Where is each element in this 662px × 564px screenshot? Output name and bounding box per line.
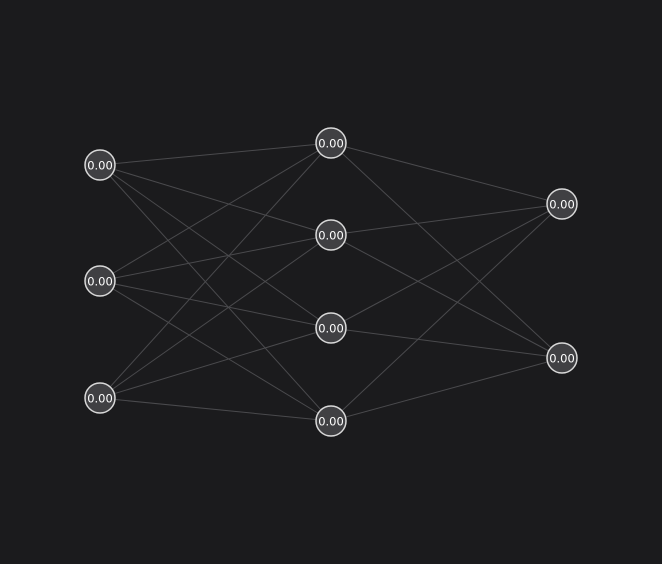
neuron-node[interactable]: 0.00 bbox=[315, 127, 347, 159]
connection-edge bbox=[330, 357, 563, 422]
neuron-value-label: 0.00 bbox=[318, 137, 344, 151]
neuron-node[interactable]: 0.00 bbox=[546, 188, 578, 220]
connection-edge bbox=[99, 164, 332, 422]
connection-edge bbox=[99, 142, 332, 399]
connection-edge bbox=[330, 234, 563, 359]
neuron-circle bbox=[84, 382, 116, 414]
neuron-value-label: 0.00 bbox=[318, 415, 344, 429]
neuron-node[interactable]: 0.00 bbox=[84, 382, 116, 414]
neuron-value-label: 0.00 bbox=[87, 392, 113, 406]
connections-group bbox=[99, 142, 563, 422]
neuron-value-label: 0.00 bbox=[318, 229, 344, 243]
neuron-circle bbox=[546, 188, 578, 220]
connection-edge bbox=[99, 234, 332, 399]
connection-edge bbox=[330, 142, 563, 205]
neuron-circle bbox=[315, 312, 347, 344]
neuron-node[interactable]: 0.00 bbox=[84, 149, 116, 181]
connection-edge bbox=[99, 280, 332, 329]
neuron-node[interactable]: 0.00 bbox=[315, 312, 347, 344]
connection-edge bbox=[330, 203, 563, 422]
connection-edge bbox=[330, 142, 563, 359]
neuron-node[interactable]: 0.00 bbox=[546, 342, 578, 374]
connection-edge bbox=[99, 327, 332, 399]
neuron-node[interactable]: 0.00 bbox=[315, 405, 347, 437]
connection-edge bbox=[330, 327, 563, 359]
neuron-circle bbox=[84, 265, 116, 297]
neuron-circle bbox=[84, 149, 116, 181]
neuron-circle bbox=[546, 342, 578, 374]
connection-edge bbox=[99, 142, 332, 166]
neuron-value-label: 0.00 bbox=[87, 159, 113, 173]
neuron-value-label: 0.00 bbox=[549, 352, 575, 366]
connection-edge bbox=[99, 164, 332, 236]
neurons-group: 0.00 0.00 0.00 0.00 0.00 0.00 0.00 0.00 0.00 bbox=[84, 127, 578, 437]
neuron-circle bbox=[315, 127, 347, 159]
connection-edge bbox=[99, 397, 332, 422]
neuron-circle bbox=[315, 219, 347, 251]
neuron-value-label: 0.00 bbox=[318, 322, 344, 336]
connection-edge bbox=[99, 280, 332, 422]
neuron-value-label: 0.00 bbox=[549, 198, 575, 212]
connection-edge bbox=[99, 164, 332, 329]
connection-edge bbox=[99, 142, 332, 282]
neuron-value-label: 0.00 bbox=[87, 275, 113, 289]
neuron-node[interactable]: 0.00 bbox=[84, 265, 116, 297]
connection-edge bbox=[330, 203, 563, 329]
neuron-circle bbox=[315, 405, 347, 437]
neuron-node[interactable]: 0.00 bbox=[315, 219, 347, 251]
connection-edge bbox=[99, 234, 332, 282]
connection-edge bbox=[330, 203, 563, 236]
